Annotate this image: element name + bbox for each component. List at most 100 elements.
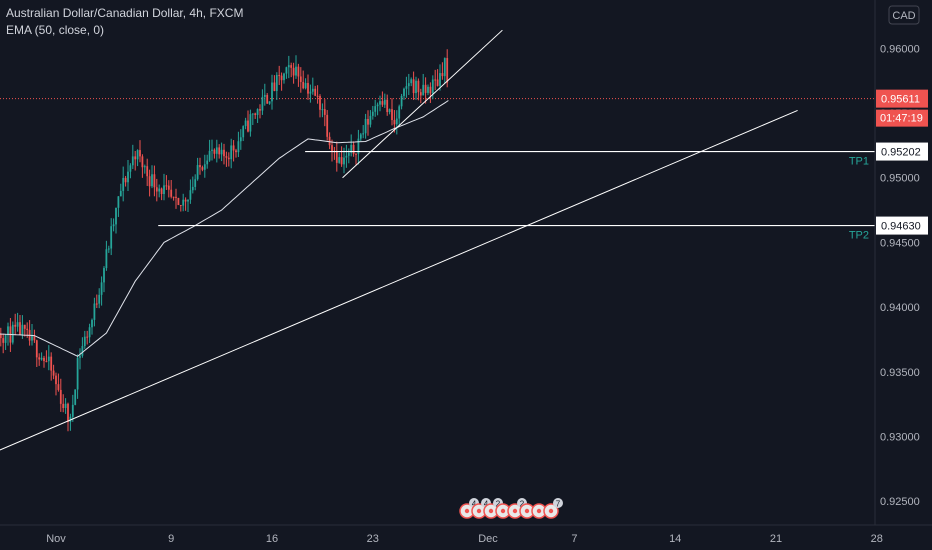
candle [134,150,137,171]
svg-text:0.95202: 0.95202 [881,147,921,159]
candle [311,77,314,95]
candle [194,174,197,191]
svg-text:7: 7 [556,500,561,509]
x-tick-label: 21 [770,533,782,545]
candle [347,148,350,164]
candle [407,73,410,96]
candle [398,104,401,126]
svg-text:4: 4 [472,500,477,509]
candle [364,113,367,139]
candle [379,95,381,112]
candle [189,179,192,204]
candle [184,197,187,211]
event-marker[interactable]: 7 [543,498,563,519]
candle [323,99,326,127]
candle [295,55,297,79]
candles-layer [0,49,449,432]
candle [14,313,17,336]
candle [299,67,302,93]
candle [179,204,182,212]
candle [266,93,269,104]
candle [367,110,369,136]
candle [155,178,158,202]
x-tick-label: Nov [46,533,66,545]
candle [410,77,413,87]
svg-text:0.94630: 0.94630 [881,221,921,233]
candle [208,139,211,162]
candle [86,330,89,345]
candle [88,323,91,343]
y-tick-label: 0.94000 [880,302,920,314]
candle [43,355,45,368]
svg-text:4: 4 [484,500,489,509]
candle [223,143,225,165]
candle [427,84,429,96]
candle [81,337,84,358]
svg-text:2: 2 [520,500,525,509]
candle [434,69,437,91]
drawings-layer[interactable]: TP1 TP2 [0,29,875,460]
ema-legend[interactable]: EMA (50, close, 0) [6,23,105,37]
candle [127,160,129,192]
candle [201,165,204,172]
candle [307,74,309,100]
candle [124,175,127,187]
candle [119,183,122,197]
candle [199,157,201,175]
candle [256,108,259,123]
candle [148,169,151,197]
candle [314,85,317,97]
candle [115,207,117,234]
x-tick-label: 7 [571,533,577,545]
price-axis[interactable]: CAD 0.92500 0.93000 0.93500 0.94000 0.94500 0.… [874,0,928,525]
tp1-price-badge: 0.95202 [876,142,928,161]
candle [239,129,242,150]
candle [417,78,420,101]
candle [247,110,249,133]
candle [290,62,293,78]
candle [422,73,425,96]
candle [271,74,273,110]
candle [381,91,384,107]
candle [203,154,206,178]
bar-countdown: 01:47:19 [880,113,923,125]
candle [251,113,254,125]
candle [158,184,161,198]
candle [93,297,96,327]
candle [242,125,245,142]
candle [441,62,444,80]
currency-button[interactable]: CAD [888,5,920,25]
candle [67,402,69,432]
x-tick-label: 23 [367,533,379,545]
trendline-2[interactable] [342,29,503,179]
candle [213,148,216,159]
candle [215,139,218,163]
candle [352,141,355,157]
candle [376,102,379,116]
y-tick-label: 0.93000 [880,432,920,444]
candle [172,196,175,201]
candle [326,110,329,141]
current-price-value: 0.95611 [881,94,920,106]
candle [412,71,415,101]
candle [278,65,281,85]
candle [151,165,153,189]
candle [355,153,357,165]
candle [369,110,372,128]
event-marker[interactable]: 2 [483,498,503,519]
candle [268,101,271,105]
symbol-legend[interactable]: Australian Dollar/Canadian Dollar, 4h, F… [6,6,244,20]
time-axis[interactable]: Nov 9 16 23 Dec 7 14 21 28 [0,524,932,545]
candle [297,63,300,87]
candle [100,276,103,306]
candle [79,348,81,370]
candle [177,197,180,206]
event-marker[interactable]: 4 [471,498,491,519]
candle [47,345,50,371]
candle [28,320,31,346]
trendline-1[interactable] [0,109,798,459]
candle [321,103,324,118]
